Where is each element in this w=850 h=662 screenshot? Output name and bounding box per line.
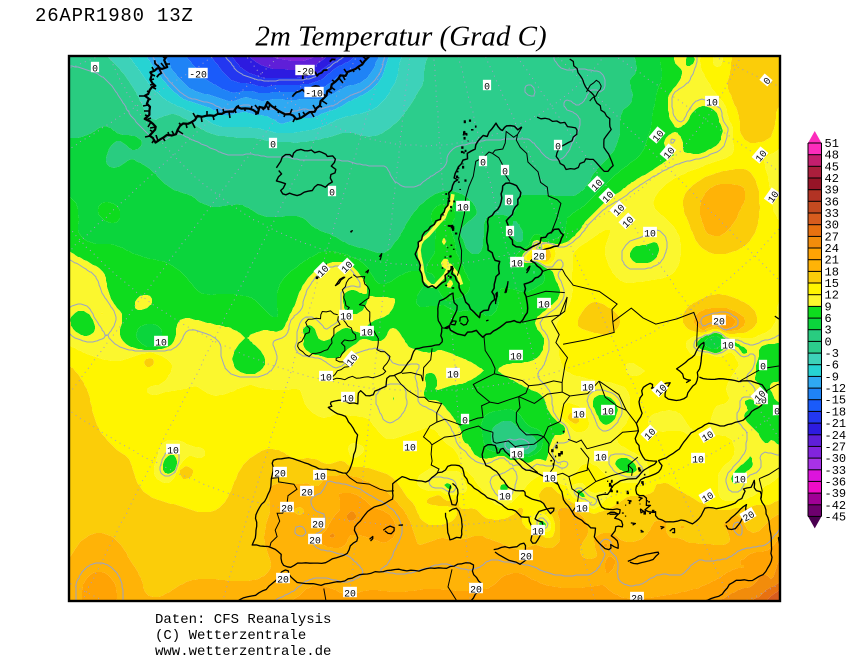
svg-text:0: 0 xyxy=(506,197,512,208)
svg-text:10: 10 xyxy=(361,328,373,339)
svg-text:20: 20 xyxy=(274,469,286,480)
svg-text:10: 10 xyxy=(734,475,746,486)
svg-text:0: 0 xyxy=(555,142,561,153)
svg-text:20: 20 xyxy=(470,585,482,596)
svg-text:26APR1980 13Z: 26APR1980 13Z xyxy=(35,5,194,27)
svg-text:0: 0 xyxy=(270,140,276,151)
svg-text:20: 20 xyxy=(713,317,725,328)
svg-text:-30: -30 xyxy=(825,452,847,466)
svg-text:-12: -12 xyxy=(825,382,847,396)
svg-text:-24: -24 xyxy=(825,429,847,443)
svg-text:-6: -6 xyxy=(825,359,839,373)
svg-text:51: 51 xyxy=(825,137,839,151)
svg-text:48: 48 xyxy=(825,149,839,163)
svg-text:20: 20 xyxy=(344,589,356,600)
svg-text:27: 27 xyxy=(825,230,839,244)
svg-text:-18: -18 xyxy=(825,405,847,419)
svg-text:-45: -45 xyxy=(825,510,847,524)
svg-text:20: 20 xyxy=(533,252,545,263)
svg-text:-36: -36 xyxy=(825,475,847,489)
svg-text:10: 10 xyxy=(692,455,704,466)
svg-text:-20: -20 xyxy=(189,70,207,81)
svg-text:10: 10 xyxy=(447,370,459,381)
svg-text:30: 30 xyxy=(825,219,839,233)
svg-text:9: 9 xyxy=(825,300,832,314)
svg-text:10: 10 xyxy=(576,504,588,515)
svg-text:0: 0 xyxy=(480,158,486,169)
svg-text:0: 0 xyxy=(760,362,766,373)
svg-text:0: 0 xyxy=(484,82,490,93)
svg-text:24: 24 xyxy=(825,242,839,256)
svg-text:-27: -27 xyxy=(825,440,847,454)
svg-text:10: 10 xyxy=(342,394,354,405)
svg-text:20: 20 xyxy=(301,488,313,499)
svg-text:12: 12 xyxy=(825,289,839,303)
svg-text:10: 10 xyxy=(700,490,716,505)
svg-text:www.wetterzentrale.de: www.wetterzentrale.de xyxy=(155,644,331,657)
svg-text:6: 6 xyxy=(825,312,832,326)
svg-text:36: 36 xyxy=(825,195,839,209)
svg-text:20: 20 xyxy=(741,509,757,524)
svg-text:10: 10 xyxy=(320,373,332,384)
svg-text:10: 10 xyxy=(167,446,179,457)
svg-text:18: 18 xyxy=(825,265,839,279)
svg-text:10: 10 xyxy=(404,443,416,454)
svg-text:10: 10 xyxy=(644,229,656,240)
svg-text:Daten: CFS Reanalysis: Daten: CFS Reanalysis xyxy=(155,612,331,628)
svg-text:10: 10 xyxy=(544,474,556,485)
svg-text:10: 10 xyxy=(314,472,326,483)
svg-text:33: 33 xyxy=(825,207,839,221)
svg-text:45: 45 xyxy=(825,160,839,174)
svg-text:39: 39 xyxy=(825,184,839,198)
svg-text:10: 10 xyxy=(766,189,782,205)
svg-text:-39: -39 xyxy=(825,487,847,501)
svg-text:0: 0 xyxy=(329,188,335,199)
svg-text:-20: -20 xyxy=(296,67,314,78)
svg-text:10: 10 xyxy=(755,396,767,407)
svg-text:0: 0 xyxy=(462,416,468,427)
svg-text:2m Temperatur (Grad C): 2m Temperatur (Grad C) xyxy=(255,21,546,53)
svg-text:0: 0 xyxy=(825,335,832,349)
svg-text:-9: -9 xyxy=(825,370,839,384)
svg-text:10: 10 xyxy=(511,259,523,270)
svg-text:0: 0 xyxy=(774,407,780,418)
svg-text:0: 0 xyxy=(507,228,513,239)
svg-text:10: 10 xyxy=(510,352,522,363)
svg-text:-42: -42 xyxy=(825,499,847,513)
svg-text:20: 20 xyxy=(281,504,293,515)
svg-text:(C) Wetterzentrale: (C) Wetterzentrale xyxy=(155,628,306,644)
svg-text:0: 0 xyxy=(761,75,773,87)
svg-text:10: 10 xyxy=(340,312,352,323)
svg-text:10: 10 xyxy=(706,98,718,109)
svg-text:15: 15 xyxy=(825,277,839,291)
svg-text:0: 0 xyxy=(92,64,98,75)
svg-text:10: 10 xyxy=(457,203,469,214)
svg-text:20: 20 xyxy=(312,520,324,531)
svg-text:10: 10 xyxy=(511,450,523,461)
svg-text:-21: -21 xyxy=(825,417,847,431)
svg-text:20: 20 xyxy=(309,536,321,547)
svg-text:-3: -3 xyxy=(825,347,839,361)
svg-text:3: 3 xyxy=(825,324,832,338)
svg-text:10: 10 xyxy=(538,300,550,311)
svg-text:10: 10 xyxy=(595,453,607,464)
svg-text:20: 20 xyxy=(631,594,643,605)
svg-text:21: 21 xyxy=(825,254,839,268)
svg-text:10: 10 xyxy=(573,410,585,421)
svg-text:10: 10 xyxy=(155,338,167,349)
svg-text:10: 10 xyxy=(499,492,511,503)
svg-text:10: 10 xyxy=(700,429,716,444)
svg-text:-33: -33 xyxy=(825,464,847,478)
svg-text:20: 20 xyxy=(520,552,532,563)
svg-text:20: 20 xyxy=(277,575,289,586)
svg-text:0: 0 xyxy=(502,167,508,178)
svg-text:-15: -15 xyxy=(825,394,847,408)
svg-text:-10: -10 xyxy=(305,89,323,100)
svg-text:10: 10 xyxy=(722,341,734,352)
svg-text:10: 10 xyxy=(602,407,614,418)
svg-text:10: 10 xyxy=(582,383,594,394)
svg-text:42: 42 xyxy=(825,172,839,186)
svg-text:10: 10 xyxy=(532,527,544,538)
